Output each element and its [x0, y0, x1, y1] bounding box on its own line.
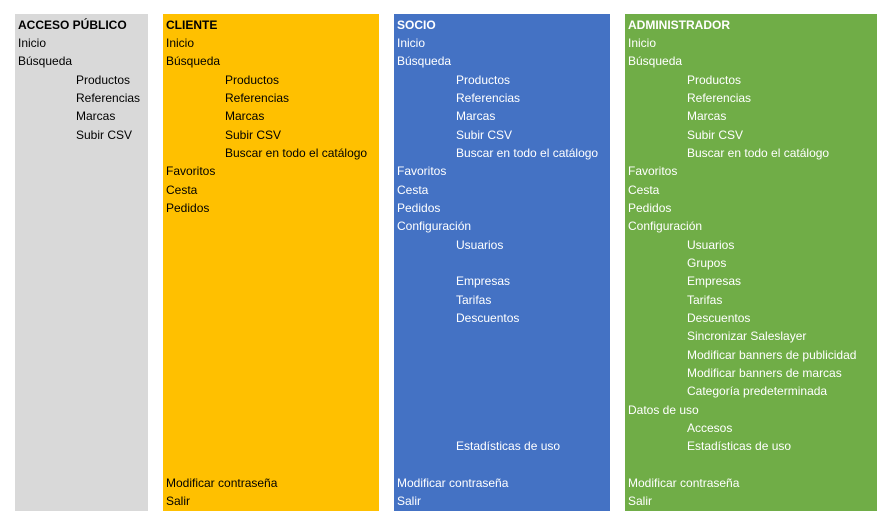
submenu-item-productos: Productos [687, 73, 742, 87]
submenu-item-usuarios: Usuarios [687, 238, 735, 252]
submenu-item-empresas: Empresas [456, 274, 511, 288]
menu-item-inicio: Inicio [628, 36, 657, 50]
menu-item-cesta: Cesta [397, 183, 429, 197]
submenu-item-descuentos: Descuentos [687, 311, 751, 325]
menu-item-modificar-contrasena: Modificar contraseña [397, 476, 509, 490]
menu-item-inicio: Inicio [18, 36, 47, 50]
menu-item-pedidos: Pedidos [397, 201, 441, 215]
menu-item-datos-de-uso: Datos de uso [628, 403, 699, 417]
submenu-item-estadisticas: Estadísticas de uso [687, 439, 792, 453]
submenu-item-buscar-catalogo: Buscar en todo el catálogo [456, 146, 599, 160]
submenu-item-productos: Productos [76, 73, 131, 87]
submenu-item-marcas: Marcas [687, 109, 727, 123]
menu-item-inicio: Inicio [397, 36, 426, 50]
submenu-item-banners-marcas: Modificar banners de marcas [687, 366, 842, 380]
submenu-item-referencias: Referencias [225, 91, 290, 105]
column-title: ADMINISTRADOR [628, 18, 730, 32]
submenu-item-estadisticas: Estadísticas de uso [456, 439, 561, 453]
submenu-item-referencias: Referencias [456, 91, 521, 105]
menu-item-salir: Salir [166, 494, 191, 508]
submenu-item-descuentos: Descuentos [456, 311, 520, 325]
submenu-item-tarifas: Tarifas [687, 293, 723, 307]
menu-item-cesta: Cesta [628, 183, 660, 197]
menu-item-pedidos: Pedidos [166, 201, 210, 215]
submenu-item-tarifas: Tarifas [456, 293, 492, 307]
submenu-item-categoria-predeterminada: Categoría predeterminada [687, 384, 828, 398]
submenu-item-empresas: Empresas [687, 274, 742, 288]
submenu-item-referencias: Referencias [687, 91, 752, 105]
column-administrator: ADMINISTRADOR Inicio Búsqueda Productos … [625, 14, 877, 511]
column-client: CLIENTE Inicio Búsqueda Productos Refere… [163, 14, 379, 511]
menu-item-modificar-contrasena: Modificar contraseña [628, 476, 740, 490]
menu-item-favoritos: Favoritos [166, 164, 216, 178]
menu-item-pedidos: Pedidos [628, 201, 672, 215]
column-title: SOCIO [397, 18, 436, 32]
submenu-item-banners-publicidad: Modificar banners de publicidad [687, 348, 857, 362]
submenu-item-subir-csv: Subir CSV [687, 128, 744, 142]
column-title: CLIENTE [166, 18, 218, 32]
submenu-item-buscar-catalogo: Buscar en todo el catálogo [225, 146, 368, 160]
menu-item-cesta: Cesta [166, 183, 198, 197]
submenu-item-usuarios: Usuarios [456, 238, 504, 252]
menu-item-busqueda: Búsqueda [628, 54, 683, 68]
submenu-item-subir-csv: Subir CSV [456, 128, 513, 142]
submenu-item-productos: Productos [225, 73, 280, 87]
submenu-item-marcas: Marcas [225, 109, 265, 123]
menu-item-busqueda: Búsqueda [18, 54, 73, 68]
submenu-item-accesos: Accesos [687, 421, 733, 435]
submenu-item-subir-csv: Subir CSV [76, 128, 133, 142]
menu-item-busqueda: Búsqueda [166, 54, 221, 68]
submenu-item-subir-csv: Subir CSV [225, 128, 282, 142]
column-partner: SOCIO Inicio Búsqueda Productos Referenc… [394, 14, 610, 511]
submenu-item-grupos: Grupos [687, 256, 727, 270]
submenu-item-marcas: Marcas [76, 109, 116, 123]
menu-item-salir: Salir [628, 494, 653, 508]
column-title: ACCESO PÚBLICO [18, 18, 127, 32]
submenu-item-marcas: Marcas [456, 109, 496, 123]
menu-item-configuracion: Configuración [397, 219, 472, 233]
submenu-item-sincronizar-saleslayer: Sincronizar Saleslayer [687, 329, 807, 343]
submenu-item-referencias: Referencias [76, 91, 141, 105]
menu-item-inicio: Inicio [166, 36, 195, 50]
menu-item-salir: Salir [397, 494, 422, 508]
menu-item-modificar-contrasena: Modificar contraseña [166, 476, 278, 490]
menu-item-favoritos: Favoritos [628, 164, 678, 178]
menu-item-favoritos: Favoritos [397, 164, 447, 178]
column-public-access: ACCESO PÚBLICO Inicio Búsqueda Productos… [15, 14, 148, 511]
submenu-item-productos: Productos [456, 73, 511, 87]
submenu-item-buscar-catalogo: Buscar en todo el catálogo [687, 146, 830, 160]
menu-item-busqueda: Búsqueda [397, 54, 452, 68]
menu-item-configuracion: Configuración [628, 219, 703, 233]
